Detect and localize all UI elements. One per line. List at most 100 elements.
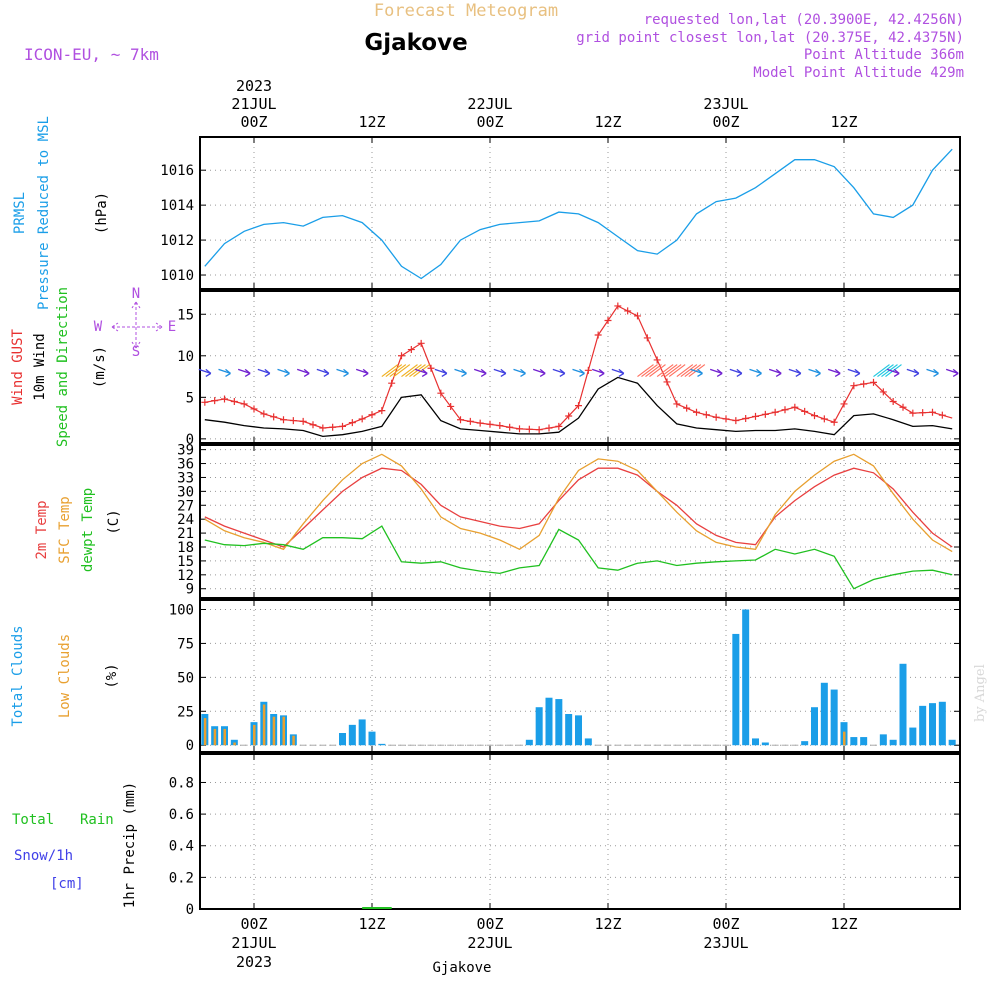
top-time-label: 12Z [358,113,385,131]
wind-arrow [401,364,418,378]
gust-line [204,305,953,431]
wind-arrow [827,368,841,375]
low-cloud-bar [292,735,295,746]
compass-n: N [132,286,140,302]
wind-arrow [788,368,802,375]
wind-arrow-head [854,368,861,377]
total-cloud-bar [358,719,366,746]
y-tick-label: 5 [186,390,194,406]
wind-arrow [473,368,487,375]
gust-marker [899,403,907,411]
y-tick-label: 15 [177,307,194,323]
gust-marker [211,397,219,405]
total-cloud-bar [348,724,356,746]
total-cloud-bar [899,663,907,746]
low-cloud-bar [213,728,217,746]
gust-marker [221,395,228,403]
bottom-time-label: 00Z [240,915,267,933]
requested-coords: requested lon,lat (20.3900E, 42.4256N) [644,12,964,28]
gust-marker [811,412,818,420]
total-clouds-label: Total Clouds [10,625,26,726]
gust-marker [339,422,346,430]
total-cloud-bar [948,739,956,746]
gust-marker [378,407,386,415]
total-cloud-bar [368,731,376,746]
wind-arrow [389,364,407,378]
top-time-label: 12Z [830,113,857,131]
gust-marker [516,425,523,433]
y-tick-label: 0.4 [169,839,194,855]
top-date-label: 22JUL [467,95,512,113]
wind-arrow [664,364,682,378]
gust-marker [457,416,464,424]
gust-marker [260,410,268,418]
top-year-label: 2023 [236,77,272,95]
bottom-date-label: 23JUL [703,934,748,952]
gust-marker [663,378,671,386]
total-cloud-bar [339,733,346,746]
low-cloud-bar [203,718,207,746]
wind-arrow [680,364,698,378]
panel-5-labels: Total Rain Snow/1h [cm] 1hr Precip (mm) [12,782,138,908]
gust-marker [604,316,612,324]
y-tick-label: 0.6 [169,807,194,823]
sfc-temp-label: SFC Temp [57,496,73,563]
wind-arrow [413,364,430,378]
wind-arrow-head [480,368,487,377]
panel-5: 0 0.2 0.4 0.6 0.8 [169,753,961,918]
y-tick-label: 10 [177,349,194,365]
wind-arrow [434,368,448,375]
low-cloud-bar [272,716,276,746]
wind-arrow-head [362,368,369,377]
panel-frame [199,136,961,290]
wind-arrow [296,368,310,375]
wind-arrow [906,368,920,375]
wind-arrow-head [520,368,526,377]
bottom-year-label: 2023 [236,953,272,971]
wind-arrow-head [933,368,939,377]
y-tick-label: 0 [186,432,194,448]
gust-marker [417,339,425,347]
pressure-unit: (hPa) [94,192,110,234]
wind-arrow [886,368,900,375]
y-tick-label: 1012 [160,233,194,249]
gust-marker [584,366,592,374]
top-time-label: 00Z [240,113,267,131]
wind-label: 10m Wind [32,333,48,400]
wind-arrow [885,364,902,378]
wind-arrow [768,368,782,375]
temp2m-line [204,467,953,548]
wind-arrow-head [323,368,330,377]
gust-marker [830,418,838,426]
bottom-date-label: 21JUL [231,934,276,952]
gust-marker [761,410,769,418]
total-cloud-bar [555,699,563,746]
total-cloud-bar [860,737,868,746]
rain-label: Rain [80,812,114,828]
wind-arrow [355,368,369,375]
wind-arrow-head [913,368,920,377]
total-cloud-bar [938,701,946,746]
gust-marker [919,409,927,417]
y-tick-label: 1016 [160,163,194,179]
gust-marker [653,356,661,364]
total-cloud-bar [909,727,917,746]
y-tick-label: 100 [169,603,194,619]
wind-arrow-head [756,368,762,377]
pressure-label-2: Pressure Reduced to MSL [36,116,52,310]
low-cloud-bar [282,716,285,746]
model-label: ICON-EU, ~ 7km [24,45,159,64]
wind-arrow-head [559,368,566,377]
wind-arrow-head [716,368,723,377]
wind-arrow-head [952,368,959,377]
low-cloud-bar [843,731,846,746]
wind-unit: (m/s) [92,346,108,388]
compass-w: W [94,319,103,335]
wind-arrow [676,364,694,378]
total-cloud-bar [919,705,927,746]
wind-arrow-head [461,368,467,377]
gust-marker [683,404,691,412]
total-cloud-bar [525,739,533,746]
y-tick-label: 1014 [160,198,194,214]
